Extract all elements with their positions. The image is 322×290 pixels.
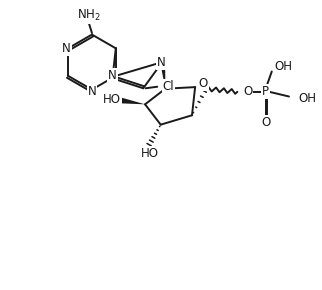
Text: HO: HO — [103, 93, 121, 106]
Text: O: O — [199, 77, 208, 90]
Text: N: N — [88, 85, 96, 98]
Text: O: O — [261, 116, 270, 129]
Text: N: N — [62, 42, 71, 55]
Text: OH: OH — [298, 92, 317, 105]
Polygon shape — [121, 98, 145, 104]
Text: Cl: Cl — [163, 80, 174, 93]
Text: HO: HO — [141, 147, 159, 160]
Text: NH$_2$: NH$_2$ — [77, 8, 101, 23]
Text: OH: OH — [274, 60, 292, 73]
Text: N: N — [108, 69, 117, 82]
Text: O: O — [243, 85, 252, 98]
Text: N: N — [157, 56, 166, 69]
Polygon shape — [159, 59, 166, 89]
Text: P: P — [262, 85, 269, 98]
